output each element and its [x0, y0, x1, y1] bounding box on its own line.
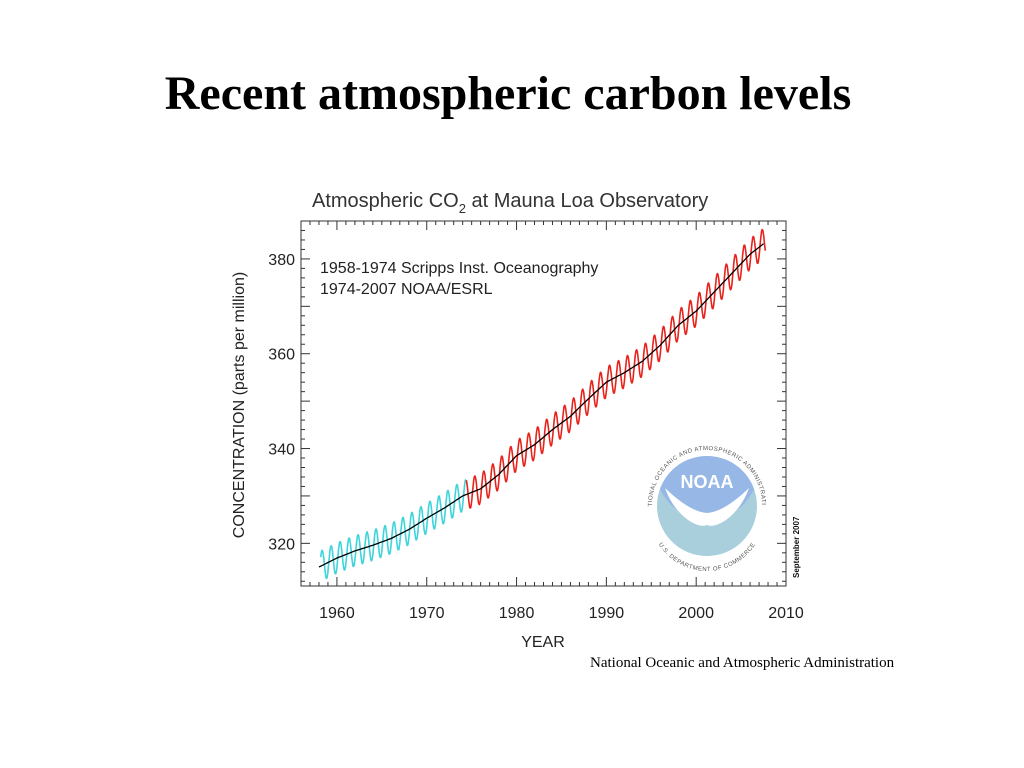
x-tick-label: 2010 [768, 605, 804, 622]
y-axis-label: CONCENTRATION (parts per million) [231, 272, 248, 538]
noaa-logo-bird-icon [665, 488, 749, 526]
chart-title-prefix: Atmospheric CO [312, 190, 459, 212]
x-tick-label: 1980 [499, 605, 535, 622]
y-tick-label: 340 [268, 442, 295, 459]
legend-entry-noaa: 1974-2007 NOAA/ESRL [320, 281, 493, 298]
source-caption: National Oceanic and Atmospheric Adminis… [590, 655, 895, 671]
y-tick-label: 380 [268, 252, 295, 269]
series-line-scripps [320, 478, 467, 580]
legend-entry-scripps: 1958-1974 Scripps Inst. Oceanography [320, 260, 598, 277]
chart-title: Atmospheric CO2 at Mauna Loa Observatory [312, 190, 708, 216]
x-axis-label: YEAR [521, 634, 565, 651]
date-note: September 2007 [792, 516, 801, 578]
chart-title-suffix: at Mauna Loa Observatory [466, 190, 708, 212]
slide-title: Recent atmospheric carbon levels [164, 67, 852, 120]
y-tick-label: 360 [268, 347, 295, 364]
data-series [318, 228, 767, 580]
axis-ticks: 1960 1970 1980 1990 2000 2010 320 340 360 380 [268, 220, 804, 622]
noaa-logo-wordmark: NOAA [681, 472, 734, 492]
x-tick-label: 2000 [678, 605, 714, 622]
x-tick-label: 1960 [319, 605, 355, 622]
chart-title-subscript: 2 [459, 201, 466, 216]
noaa-ring-text: NATIONAL OCEANIC AND ATMOSPHERIC ADMINIS… [0, 0, 766, 507]
x-tick-label: 1990 [589, 605, 625, 622]
svg-text:NATIONAL OCEANIC AND ATMOSPHER: NATIONAL OCEANIC AND ATMOSPHERIC ADMINIS… [0, 0, 766, 507]
series-line-trend [318, 243, 764, 568]
y-tick-label: 320 [268, 536, 295, 553]
x-tick-label: 1970 [409, 605, 445, 622]
series-line-noaa [465, 228, 767, 509]
